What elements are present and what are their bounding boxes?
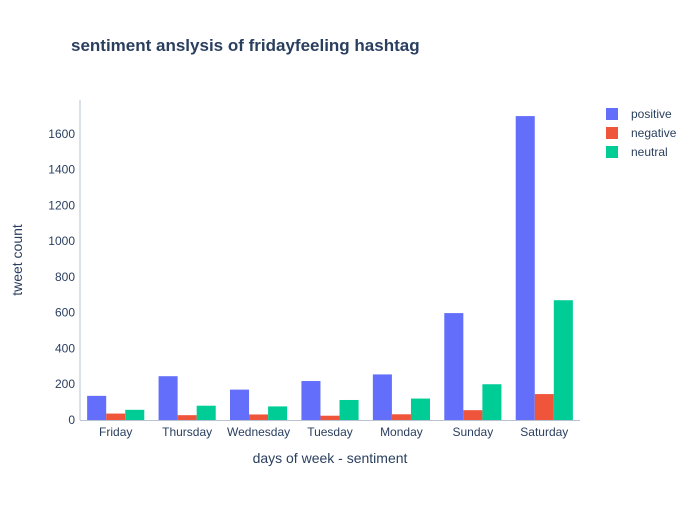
x-tick-labels: Friday Thursday Wednesday Tuesday Monday Sund… (99, 425, 568, 439)
legend-label-positive: positive (631, 107, 672, 121)
x-tick-label: Saturday (520, 425, 568, 439)
bar-negative-tuesday (320, 415, 340, 420)
bar-negative-thursday (177, 415, 197, 420)
bar-neutral-sunday (482, 384, 502, 420)
bar-neutral-saturday (553, 300, 573, 420)
legend: positive negative neutral (606, 107, 677, 159)
bar-neutral-friday (125, 409, 145, 420)
y-tick-label: 800 (55, 270, 75, 284)
x-tick-label: Monday (380, 425, 423, 439)
legend-swatch-positive (606, 108, 618, 120)
x-tick-label: Wednesday (227, 425, 290, 439)
legend-label-neutral: neutral (631, 145, 668, 159)
bar-neutral-thursday (196, 405, 216, 420)
y-tick-label: 1200 (48, 198, 75, 212)
x-tick-label: Sunday (453, 425, 494, 439)
chart-title: sentiment anslysis of fridayfeeling hash… (71, 36, 420, 55)
legend-label-negative: negative (631, 126, 677, 140)
bar-negative-friday (106, 413, 126, 420)
bar-neutral-monday (410, 398, 430, 420)
bar-negative-saturday (534, 394, 554, 420)
legend-swatch-neutral (606, 146, 618, 158)
y-tick-label: 600 (55, 306, 75, 320)
y-tick-label: 1400 (48, 163, 75, 177)
y-tick-label: 0 (68, 413, 75, 427)
x-tick-label: Tuesday (307, 425, 353, 439)
y-axis-title: tweet count (9, 224, 25, 296)
y-tick-label: 200 (55, 377, 75, 391)
x-axis-title: days of week - sentiment (253, 450, 408, 466)
bar-positive-tuesday (301, 381, 321, 420)
bar-negative-wednesday (249, 414, 269, 420)
bar-positive-sunday (444, 313, 464, 420)
x-tick-label: Thursday (162, 425, 212, 439)
bar-positive-friday (87, 395, 107, 420)
y-tick-labels: 0 200 400 600 800 1000 1200 1400 1600 (48, 127, 75, 427)
y-tick-label: 1000 (48, 234, 75, 248)
bar-negative-sunday (463, 410, 483, 420)
bar-neutral-tuesday (339, 399, 359, 420)
y-tick-label: 1600 (48, 127, 75, 141)
bar-negative-monday (391, 414, 411, 420)
bar-positive-thursday (158, 376, 178, 420)
x-tick-label: Friday (99, 425, 132, 439)
bar-neutral-wednesday (268, 406, 288, 420)
legend-swatch-negative (606, 127, 618, 139)
bar-positive-monday (372, 374, 392, 420)
y-tick-label: 400 (55, 341, 75, 355)
bar-positive-wednesday (230, 389, 250, 420)
bar-positive-saturday (515, 116, 535, 420)
bars (87, 116, 573, 420)
